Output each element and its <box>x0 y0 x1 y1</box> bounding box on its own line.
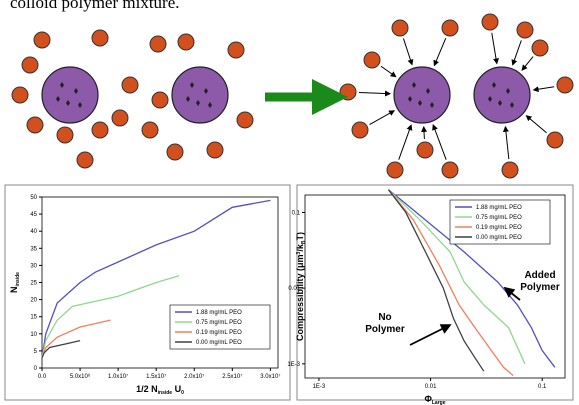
polymer <box>557 77 573 93</box>
colloid <box>42 67 98 123</box>
label-part: 0 <box>181 390 184 396</box>
legend-label: 1.88 mg/mL PEO <box>196 310 242 316</box>
x-tick-label: 5.0x10⁶ <box>70 373 91 380</box>
polymer <box>167 144 183 160</box>
annotation: AddedPolymer <box>520 270 560 293</box>
label-part: Large <box>432 400 446 405</box>
y-tick-label: 0.1 <box>292 210 301 216</box>
x-tick-label: 0.1 <box>538 384 547 390</box>
polymer <box>112 110 128 126</box>
attraction-arrow <box>359 92 390 93</box>
y-tick-label: 20 <box>30 298 37 304</box>
attraction-arrow <box>433 125 446 160</box>
x-tick-label: 3.0x10⁷ <box>260 373 280 380</box>
polymer <box>364 52 380 68</box>
y-tick-label: 15 <box>30 315 37 321</box>
polymer <box>442 20 458 36</box>
annotation-line: Polymer <box>365 324 405 335</box>
label-part: Compressibility (μm <box>295 254 305 341</box>
polymer <box>442 162 458 178</box>
colloid <box>474 67 530 123</box>
label-part: 1/2 N <box>136 384 158 394</box>
y-tick-label: 1E-3 <box>287 362 300 368</box>
polymer <box>77 152 93 168</box>
polymer <box>57 127 73 143</box>
polymer <box>92 30 108 46</box>
polymer <box>207 142 223 158</box>
y-tick-label: 30 <box>30 263 37 269</box>
polymer <box>482 14 498 30</box>
polymer <box>22 57 38 73</box>
polymer <box>532 40 548 56</box>
legend-label: 0.00 mg/mL PEO <box>476 235 522 241</box>
polymer <box>92 122 108 138</box>
y-tick-label: 45 <box>30 212 37 218</box>
attraction-arrow <box>399 125 411 160</box>
figure: colloid polymer mixture. 0.0 5.0x10⁶ 1.0x1… <box>0 0 579 405</box>
chart: 1E-30.010.11E-30.010.1ΦLargeCompressibil… <box>287 185 573 405</box>
caption-fragment: colloid polymer mixture. <box>10 0 180 12</box>
colloid <box>172 67 228 123</box>
legend-label: 1.88 mg/mL PEO <box>476 205 522 211</box>
attraction-arrow <box>424 127 425 139</box>
legend-label: 0.75 mg/mL PEO <box>476 215 522 221</box>
x-tick-label: 1.0x10⁷ <box>108 373 128 380</box>
attraction-arrow <box>370 111 395 125</box>
polymer <box>547 132 563 148</box>
polymer <box>517 22 533 38</box>
annotation-line: Added <box>524 270 555 281</box>
polymer <box>392 20 408 36</box>
polymer <box>34 32 50 48</box>
polymer <box>122 77 138 93</box>
x-tick-label: 2.0x10⁷ <box>184 373 204 380</box>
polymer <box>228 42 244 58</box>
x-tick-label: 0.01 <box>425 384 437 390</box>
attraction-arrow <box>434 38 445 65</box>
polymer <box>152 92 168 108</box>
polymer <box>387 162 403 178</box>
attraction-arrow <box>492 33 497 64</box>
label-part: T) <box>295 232 305 241</box>
polymer <box>417 142 433 158</box>
y-tick-label: 35 <box>30 246 37 252</box>
y-tick-label: 10 <box>30 332 37 338</box>
legend-label: 0.75 mg/mL PEO <box>196 320 242 326</box>
legend-label: 0.19 mg/mL PEO <box>196 330 242 336</box>
polymer <box>27 117 43 133</box>
x-tick-label: 0.0 <box>38 374 47 380</box>
polymer <box>150 36 166 52</box>
legend-label: 0.00 mg/mL PEO <box>196 340 242 346</box>
polymer <box>340 84 356 100</box>
label-part: U <box>172 384 181 394</box>
attraction-arrow <box>522 57 533 71</box>
label-part: inside <box>158 390 173 396</box>
polymer <box>352 122 368 138</box>
attraction-arrow <box>513 40 522 64</box>
annotation-line: No <box>378 312 391 323</box>
polymer <box>12 87 28 103</box>
attraction-arrow <box>534 87 555 90</box>
attraction-arrow <box>505 127 508 159</box>
legend-label: 0.19 mg/mL PEO <box>476 225 522 231</box>
polymer <box>502 162 518 178</box>
y-tick-label: 25 <box>30 281 37 287</box>
attraction-arrow <box>403 38 412 64</box>
attraction-arrow <box>526 116 546 133</box>
x-tick-label: 1E-3 <box>313 384 326 390</box>
label-part: inside <box>15 272 21 287</box>
annotation-line: Polymer <box>520 282 560 293</box>
colloid <box>394 67 450 123</box>
chart: 0.0 5.0x10⁶ 1.0x10⁷ 1.5x10⁷ 2.0x10⁷ 2.5x10⁷ 3.… <box>5 185 290 400</box>
y-tick-label: 50 <box>30 195 37 201</box>
polymer <box>237 112 253 128</box>
x-tick-label: 2.5x10⁷ <box>222 373 242 380</box>
y-tick-label: 40 <box>30 229 37 235</box>
x-tick-label: 1.5x10⁷ <box>146 373 166 380</box>
attraction-arrow <box>381 66 396 76</box>
polymer <box>142 122 158 138</box>
polymer <box>178 34 194 50</box>
